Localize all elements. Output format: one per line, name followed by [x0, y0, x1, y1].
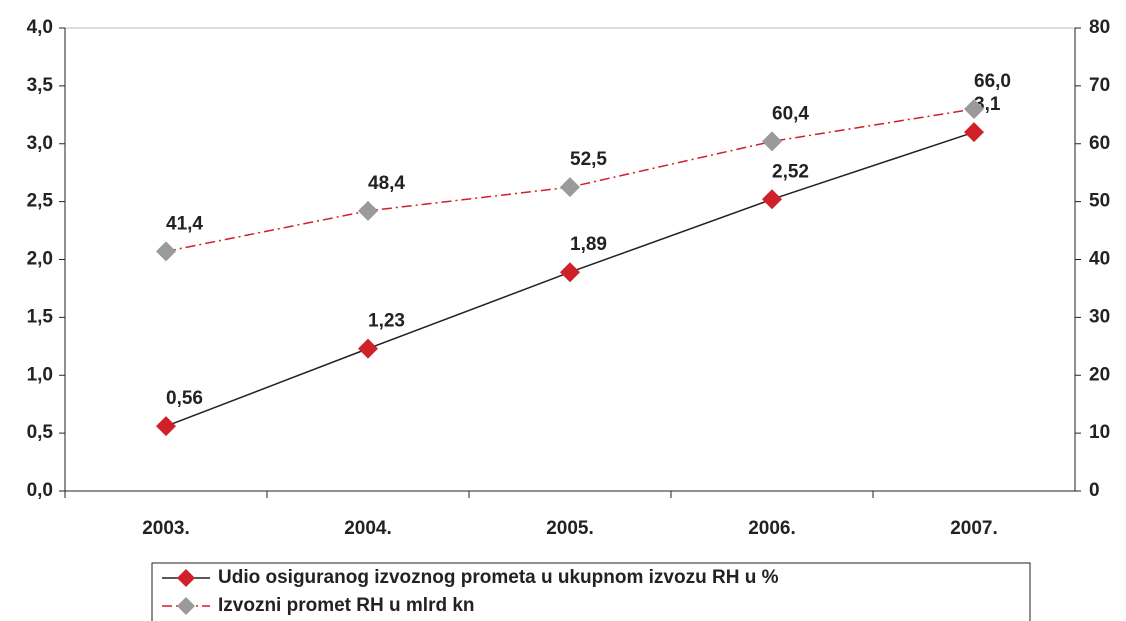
y2-tick-label: 50 — [1089, 191, 1110, 212]
marker — [560, 177, 580, 198]
plot-border — [64, 27, 1076, 492]
data-label: 1,23 — [368, 311, 405, 332]
data-label: 66,0 — [974, 71, 1011, 92]
legend-marker — [177, 569, 195, 587]
marker — [964, 122, 984, 143]
y2-tick-label: 60 — [1089, 133, 1110, 154]
data-label: 52,5 — [570, 149, 607, 170]
y-tick-label: 2,0 — [27, 249, 53, 270]
x-tick-label: 2005. — [546, 518, 594, 539]
data-label: 41,4 — [166, 213, 203, 234]
y-tick-label: 2,5 — [27, 191, 54, 212]
legend-marker — [177, 597, 195, 615]
x-tick-label: 2007. — [950, 518, 998, 539]
y2-tick-label: 80 — [1089, 17, 1110, 38]
y2-tick-label: 40 — [1089, 249, 1110, 270]
data-label: 2,52 — [772, 161, 809, 182]
data-label: 1,89 — [570, 234, 607, 255]
y-tick-label: 0,0 — [27, 480, 53, 501]
marker — [156, 241, 176, 262]
y2-tick-label: 20 — [1089, 364, 1110, 385]
y-tick-label: 4,0 — [27, 17, 53, 38]
marker — [358, 200, 378, 221]
marker — [358, 338, 378, 359]
y2-tick-label: 10 — [1089, 422, 1110, 443]
y-tick-label: 3,5 — [27, 75, 54, 96]
marker — [762, 131, 782, 152]
legend-label: Izvozni promet RH u mlrd kn — [218, 595, 475, 616]
marker — [964, 99, 984, 120]
y2-tick-label: 0 — [1089, 480, 1100, 501]
y-tick-label: 1,0 — [27, 364, 53, 385]
data-label: 0,56 — [166, 388, 203, 409]
y2-tick-label: 30 — [1089, 306, 1110, 327]
legend-box — [151, 562, 1031, 621]
marker — [156, 416, 176, 437]
y-tick-label: 1,5 — [27, 306, 54, 327]
y-tick-label: 3,0 — [27, 133, 53, 154]
marker — [560, 262, 580, 283]
y-tick-label: 0,5 — [27, 422, 54, 443]
data-label: 48,4 — [368, 173, 405, 194]
legend-label: Udio osiguranog izvoznog prometa u ukupn… — [218, 567, 779, 588]
y2-tick-label: 70 — [1089, 75, 1110, 96]
x-tick-label: 2006. — [748, 518, 796, 539]
x-tick-label: 2003. — [142, 518, 190, 539]
x-tick-label: 2004. — [344, 518, 392, 539]
marker — [762, 189, 782, 210]
data-label: 60,4 — [772, 103, 809, 124]
